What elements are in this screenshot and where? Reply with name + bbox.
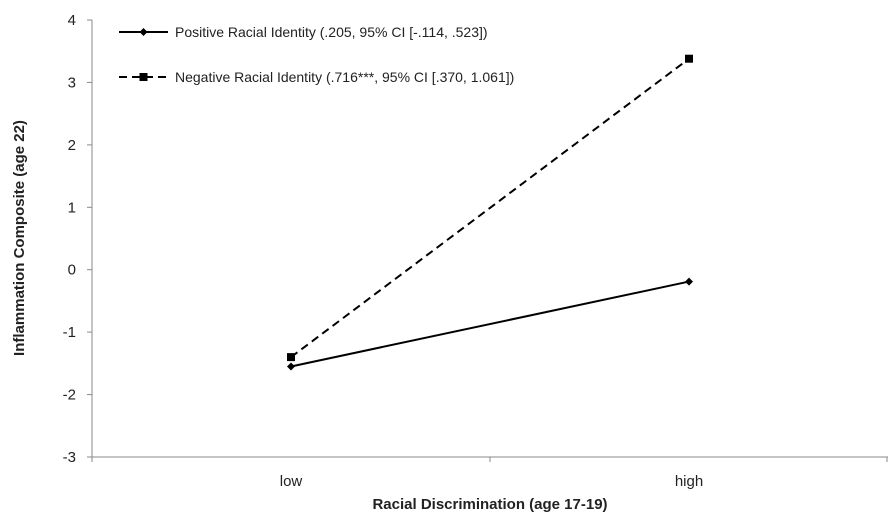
x-axis-title: Racial Discrimination (age 17-19) [372, 496, 607, 513]
x-tick-label-high: high [675, 473, 703, 490]
legend-diamond-marker [139, 28, 148, 36]
plot-area [287, 54, 693, 371]
y-ticks: 4 3 2 1 0 -1 -2 -3 [63, 12, 92, 466]
y-tick-label: 1 [68, 199, 76, 216]
y-tick-label: -2 [63, 387, 76, 404]
series-1-point-low [287, 353, 295, 362]
legend-label-negative: Negative Racial Identity (.716***, 95% C… [175, 69, 514, 85]
legend-square-marker [139, 73, 148, 81]
x-ticks [91, 457, 888, 462]
x-tick-label-low: low [280, 473, 303, 490]
series-line-1 [290, 57, 690, 358]
series-1-point-high [685, 54, 693, 63]
y-tick-label: -1 [63, 324, 76, 341]
series-line-0 [290, 280, 690, 368]
legend-label-positive: Positive Racial Identity (.205, 95% CI [… [175, 24, 488, 40]
series-0-point-high [685, 277, 693, 286]
y-tick-label: 2 [68, 137, 76, 154]
y-axis-title: Inflammation Composite (age 22) [11, 120, 28, 356]
y-tick-label: 3 [68, 74, 76, 91]
y-tick-label: 4 [68, 12, 76, 29]
series-0-point-low [287, 362, 295, 371]
legend: Positive Racial Identity (.205, 95% CI [… [119, 24, 514, 85]
y-tick-label: -3 [63, 449, 76, 466]
y-tick-label: 0 [68, 262, 76, 279]
